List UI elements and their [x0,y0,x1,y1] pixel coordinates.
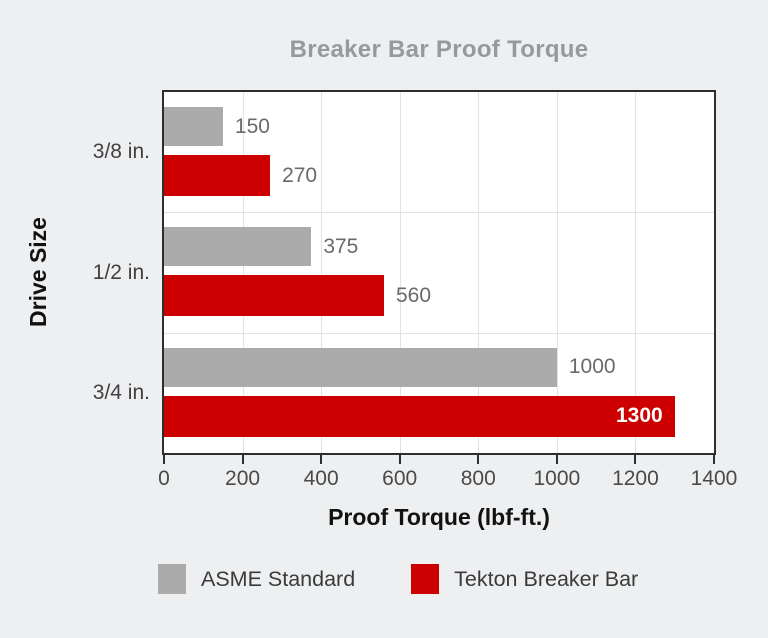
x-tick-label: 400 [303,467,339,490]
x-tick-label: 1200 [612,467,659,490]
legend-label: ASME Standard [201,566,356,591]
x-tick-mark [163,455,165,464]
legend: ASME Standard Tekton Breaker Bar [158,564,638,594]
gridline-vertical [635,92,637,453]
legend-swatch-tekton-breaker-bar [411,564,440,594]
category-label-3-4-in: 3/4 in. [92,380,150,404]
x-tick-mark [398,455,401,464]
gridline-horizontal [164,212,714,214]
legend-item-asme-standard: ASME Standard [158,564,355,594]
x-tick-label: 600 [382,467,418,490]
x-axis-label: Proof Torque (lbf-ft.) [328,504,550,530]
bar-tekton-breaker-bar-3-4-in [164,395,675,437]
bar-value-label: 560 [396,283,432,307]
x-tick-mark [555,455,558,464]
x-tick-label: 1000 [533,467,581,490]
legend-label: Tekton Breaker Bar [454,566,639,591]
bar-value-label: 375 [323,234,359,258]
bar-asme-standard-1-2-in [164,227,312,267]
x-tick-mark [477,455,480,464]
x-tick-label: 1400 [690,467,738,490]
gridline-horizontal [164,332,714,334]
legend-swatch-asme-standard [158,564,186,594]
category-label-3-8-in: 3/8 in. [92,140,150,164]
x-tick-label: 800 [460,467,496,490]
chart-title: Breaker Bar Proof Torque [289,36,589,63]
gridline-vertical [556,92,558,453]
gridline-vertical [399,92,401,453]
gridline-vertical [242,92,244,453]
legend-item-tekton-breaker-bar: Tekton Breaker Bar [411,564,638,594]
bar-asme-standard-3-8-in [164,107,223,146]
bar-value-label: 150 [234,114,270,138]
x-tick-label: 0 [158,467,170,490]
x-tick-label: 200 [225,467,261,490]
bar-asme-standard-3-4-in [164,347,557,387]
bar-tekton-breaker-bar-3-8-in [164,155,271,196]
bar-value-label: 270 [282,163,318,187]
x-tick-mark [634,455,637,464]
bar-tekton-breaker-bar-1-2-in [164,275,384,317]
gridline-vertical [321,92,323,453]
plot-area: 150 270 375 560 1000 1300 [162,90,716,455]
x-tick-mark [241,455,244,464]
bar-value-label: 1300 [615,404,663,428]
gridline-vertical [478,92,480,453]
bar-value-label: 1000 [568,355,616,379]
x-tick-mark [713,455,715,464]
x-tick-mark [320,455,323,464]
category-label-1-2-in: 1/2 in. [92,260,150,284]
